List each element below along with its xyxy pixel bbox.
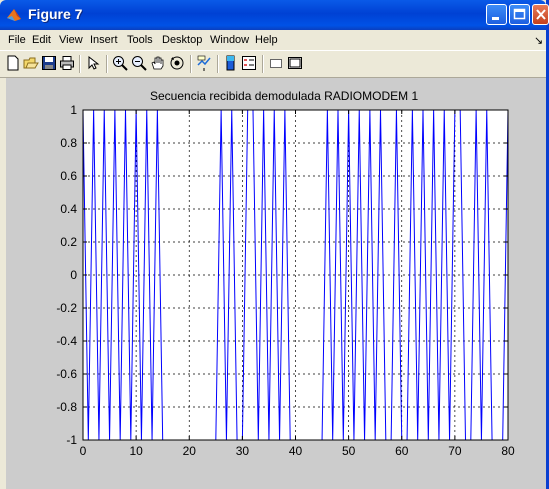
menu-insert[interactable]: Insert	[90, 34, 118, 46]
legend-icon[interactable]	[241, 55, 257, 71]
matlab-logo-icon	[7, 9, 21, 21]
y-tick-label: 0.4	[60, 202, 77, 216]
x-tick-label: 20	[183, 444, 197, 458]
rotate-3d-icon[interactable]	[169, 55, 185, 71]
y-tick-label: 0.8	[60, 136, 77, 150]
print-icon[interactable]	[59, 55, 75, 71]
y-tick-label: -0.2	[56, 301, 77, 315]
maximize-button[interactable]	[509, 4, 530, 25]
minimize-icon	[492, 17, 499, 20]
menu-view[interactable]: View	[59, 34, 83, 46]
x-tick-label: 70	[448, 444, 462, 458]
x-tick-label: 10	[129, 444, 143, 458]
minimize-button[interactable]	[486, 4, 507, 25]
x-tick-label: 50	[342, 444, 356, 458]
maximize-icon	[513, 8, 526, 20]
menu-dock-arrow-icon[interactable]: ↘	[534, 35, 544, 47]
menu-edit[interactable]: Edit	[32, 34, 51, 46]
data-cursor-icon[interactable]	[196, 55, 212, 71]
y-tick-label: -0.6	[56, 367, 77, 381]
y-tick-label: 0.2	[60, 235, 77, 249]
pan-hand-icon[interactable]	[150, 55, 166, 71]
y-tick-label: 1	[70, 103, 77, 117]
figure-toolbar	[0, 50, 546, 78]
x-tick-label: 30	[236, 444, 250, 458]
menu-help[interactable]: Help	[255, 34, 278, 46]
edit-plot-arrow-icon[interactable]	[85, 55, 101, 71]
show-plot-tools-icon[interactable]	[287, 55, 303, 71]
menu-tools[interactable]: Tools	[127, 34, 153, 46]
open-file-icon[interactable]	[23, 55, 39, 71]
save-icon[interactable]	[41, 55, 57, 71]
window-title: Figure 7	[28, 6, 83, 22]
title-bar[interactable]: Figure 7	[0, 0, 549, 30]
menu-window[interactable]: Window	[210, 34, 250, 46]
plot-title: Secuencia recibida demodulada RADIOMODEM…	[150, 89, 419, 103]
menu-file[interactable]: File	[8, 34, 26, 46]
colorbar-icon[interactable]	[223, 55, 239, 71]
y-tick-label: -1	[66, 433, 77, 447]
x-tick-label: 40	[289, 444, 303, 458]
menu-desktop[interactable]: Desktop	[162, 34, 203, 46]
new-figure-icon[interactable]	[5, 55, 21, 71]
y-tick-label: -0.8	[56, 400, 77, 414]
y-tick-label: -0.4	[56, 334, 77, 348]
close-icon	[536, 9, 546, 20]
y-tick-label: 0	[70, 268, 77, 282]
x-tick-label: 0	[80, 444, 87, 458]
zoom-out-icon[interactable]	[131, 55, 147, 71]
x-tick-label: 80	[501, 444, 515, 458]
menu-bar: File Edit View Insert Tools Desktop Wind…	[0, 30, 546, 50]
zoom-in-icon[interactable]	[112, 55, 128, 71]
hide-plot-tools-icon[interactable]	[268, 55, 284, 71]
x-tick-label: 60	[395, 444, 409, 458]
y-tick-label: 0.6	[60, 169, 77, 183]
